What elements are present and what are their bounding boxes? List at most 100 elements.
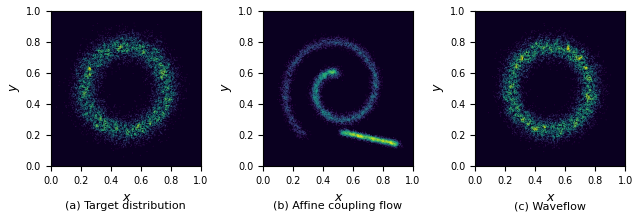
Point: [349, 132, 359, 136]
Point: [555, 116, 565, 120]
Point: [523, 111, 533, 115]
Point: [90, 115, 100, 118]
Point: [509, 72, 519, 76]
Point: [586, 111, 596, 114]
Point: [156, 68, 166, 72]
Point: [529, 48, 540, 52]
Point: [102, 103, 112, 107]
Point: [317, 76, 328, 79]
Point: [522, 117, 532, 121]
Point: [577, 113, 587, 117]
Point: [508, 96, 518, 99]
Point: [511, 113, 521, 117]
Point: [86, 80, 97, 83]
Point: [582, 75, 592, 78]
Point: [300, 50, 310, 54]
Point: [100, 50, 111, 53]
Point: [154, 62, 164, 65]
Point: [530, 137, 540, 141]
Point: [510, 81, 520, 84]
Point: [125, 47, 136, 50]
Point: [331, 117, 341, 120]
Point: [367, 100, 377, 104]
Point: [137, 114, 147, 118]
Point: [372, 92, 383, 96]
Point: [151, 98, 161, 101]
Point: [497, 80, 507, 83]
Point: [504, 104, 514, 108]
Point: [343, 132, 353, 136]
Point: [84, 82, 94, 86]
Point: [145, 65, 155, 69]
Point: [385, 139, 395, 142]
Point: [308, 44, 318, 47]
Point: [332, 41, 342, 44]
Point: [72, 76, 83, 80]
Point: [500, 95, 511, 99]
Point: [356, 109, 367, 113]
Point: [364, 102, 374, 105]
Point: [93, 64, 104, 68]
Point: [88, 90, 99, 94]
Point: [360, 109, 371, 113]
Point: [324, 69, 334, 72]
Point: [77, 74, 87, 78]
Point: [162, 70, 172, 74]
Point: [164, 69, 175, 73]
Point: [520, 115, 531, 119]
Point: [162, 97, 172, 100]
Point: [545, 50, 555, 54]
Point: [160, 56, 170, 59]
Point: [280, 95, 290, 98]
Point: [567, 112, 577, 116]
Point: [169, 58, 179, 62]
Point: [364, 134, 374, 138]
Point: [319, 72, 329, 76]
Point: [109, 48, 119, 52]
Point: [74, 95, 84, 98]
Point: [368, 50, 378, 54]
Point: [93, 124, 103, 128]
Point: [280, 82, 291, 85]
Point: [111, 119, 122, 123]
Point: [388, 142, 399, 146]
Point: [109, 135, 119, 138]
Point: [313, 81, 323, 85]
Point: [367, 93, 378, 97]
Point: [161, 99, 172, 103]
Point: [532, 42, 543, 46]
Point: [598, 99, 609, 102]
Point: [540, 124, 550, 128]
Point: [508, 115, 518, 119]
Point: [379, 140, 389, 144]
Point: [369, 90, 380, 93]
Point: [524, 110, 534, 114]
Point: [515, 112, 525, 116]
Point: [330, 71, 340, 74]
Point: [390, 144, 400, 147]
Point: [361, 60, 371, 64]
Point: [101, 109, 111, 113]
Point: [580, 54, 591, 58]
Point: [287, 105, 298, 109]
Point: [143, 48, 154, 52]
Point: [387, 139, 397, 142]
Point: [555, 117, 565, 120]
Point: [157, 57, 167, 60]
Point: [585, 81, 595, 85]
Point: [150, 60, 161, 64]
Point: [106, 52, 116, 56]
Point: [566, 123, 576, 126]
Point: [578, 123, 588, 127]
Point: [289, 68, 300, 72]
Point: [296, 52, 306, 56]
Point: [570, 130, 580, 134]
Point: [344, 135, 354, 139]
Point: [358, 136, 369, 139]
Point: [364, 65, 374, 68]
Point: [369, 79, 380, 82]
Point: [170, 66, 180, 70]
Point: [323, 115, 333, 119]
Point: [341, 133, 351, 136]
Point: [132, 33, 143, 36]
